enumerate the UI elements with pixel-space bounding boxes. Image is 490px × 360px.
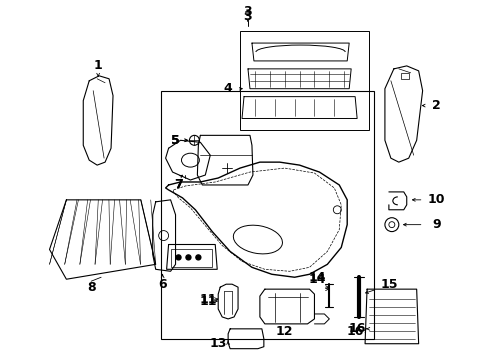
Circle shape <box>196 255 201 260</box>
Text: 7: 7 <box>174 179 183 192</box>
Bar <box>401 73 409 79</box>
Text: 14: 14 <box>309 273 326 286</box>
Text: 12: 12 <box>276 325 294 338</box>
Text: 3: 3 <box>244 5 252 18</box>
Text: 5: 5 <box>171 134 180 147</box>
Bar <box>240 31 369 130</box>
Text: 8: 8 <box>87 281 96 294</box>
Text: 3: 3 <box>244 10 252 23</box>
Text: 15: 15 <box>380 278 397 291</box>
Text: 6: 6 <box>158 278 167 291</box>
Text: 11: 11 <box>199 294 217 307</box>
Text: 14: 14 <box>309 271 326 284</box>
Circle shape <box>186 255 191 260</box>
Bar <box>171 249 212 267</box>
Bar <box>161 91 374 339</box>
Text: 13: 13 <box>210 337 227 350</box>
Text: 4: 4 <box>224 82 233 95</box>
Text: 7: 7 <box>174 179 183 192</box>
Text: 16: 16 <box>346 325 364 338</box>
Text: 10: 10 <box>428 193 445 206</box>
Text: 11: 11 <box>199 293 217 306</box>
Text: 2: 2 <box>432 99 441 112</box>
Circle shape <box>176 255 181 260</box>
Text: 9: 9 <box>432 218 441 231</box>
Text: 5: 5 <box>171 134 180 147</box>
Text: 16: 16 <box>348 322 366 336</box>
Text: 1: 1 <box>94 59 102 72</box>
